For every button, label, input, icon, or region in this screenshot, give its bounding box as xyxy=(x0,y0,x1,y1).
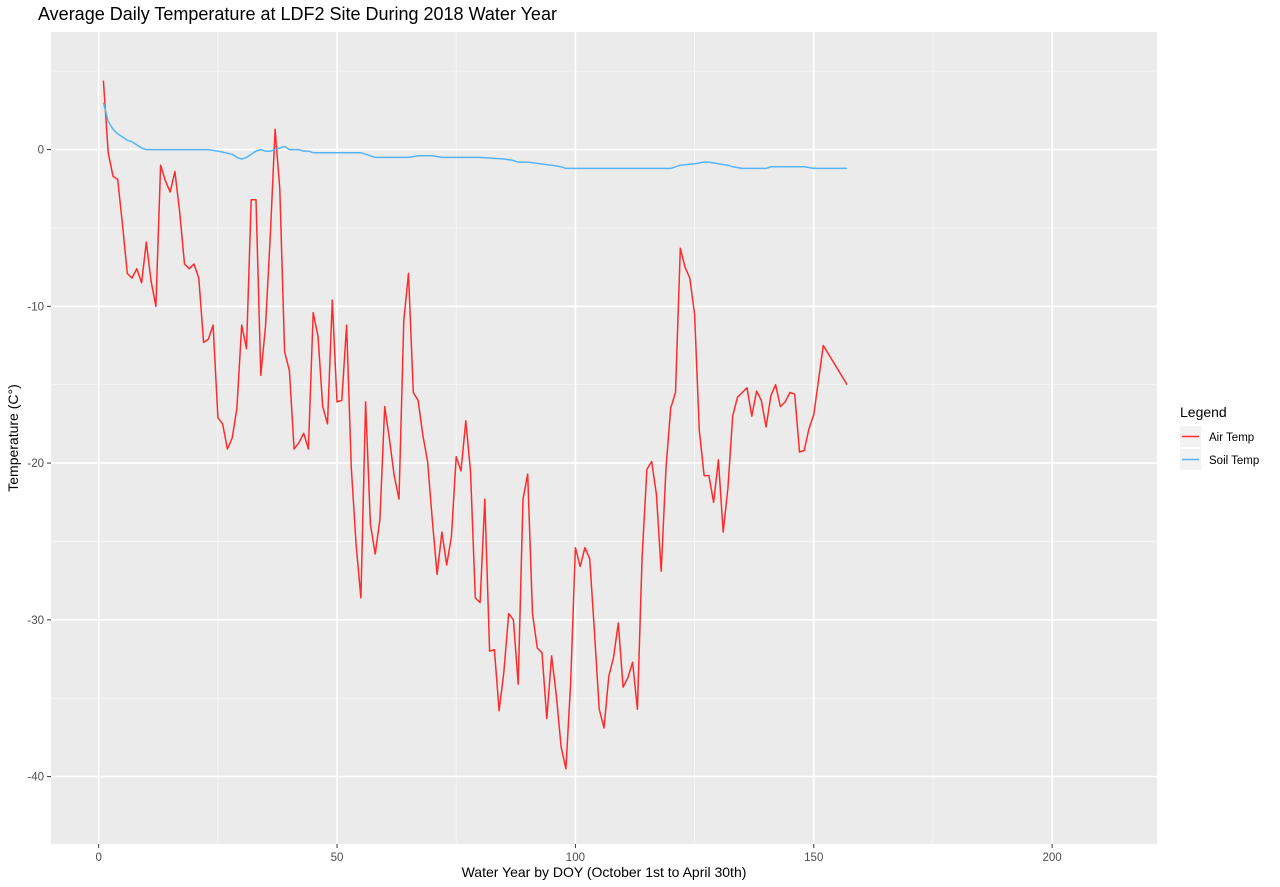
series-line-soil-temp xyxy=(102,102,848,170)
legend-entries: Air Temp Soil Temp xyxy=(1180,426,1259,470)
y-tick-label: -40 xyxy=(27,772,44,784)
y-axis-title: Temperature (C°) xyxy=(5,384,21,492)
legend: Legend Air Temp Soil Temp xyxy=(1180,404,1259,470)
x-tick-label: 150 xyxy=(804,852,823,864)
y-tick-label: -10 xyxy=(27,301,44,313)
y-tick-label: -20 xyxy=(27,458,44,470)
x-axis: 0 50 100 150 200 xyxy=(95,844,1062,864)
minor-gridlines xyxy=(51,32,1157,844)
legend-label-soil-temp: Soil Temp xyxy=(1209,455,1259,467)
series-lines xyxy=(102,80,848,770)
legend-label-air-temp: Air Temp xyxy=(1209,432,1254,444)
series-line-air-temp xyxy=(102,80,848,770)
y-axis: 0 -10 -20 -30 -40 xyxy=(27,145,51,784)
y-tick-label: -30 xyxy=(27,615,44,627)
x-tick-label: 200 xyxy=(1043,852,1062,864)
chart-title: Average Daily Temperature at LDF2 Site D… xyxy=(38,4,557,24)
major-gridlines xyxy=(51,32,1157,844)
y-tick-label: 0 xyxy=(38,145,44,157)
x-tick-label: 50 xyxy=(331,852,344,864)
x-tick-label: 0 xyxy=(95,852,101,864)
x-axis-title: Water Year by DOY (October 1st to April … xyxy=(462,864,747,880)
plot-panel xyxy=(51,32,1157,844)
x-tick-label: 100 xyxy=(566,852,585,864)
legend-title: Legend xyxy=(1180,404,1227,420)
